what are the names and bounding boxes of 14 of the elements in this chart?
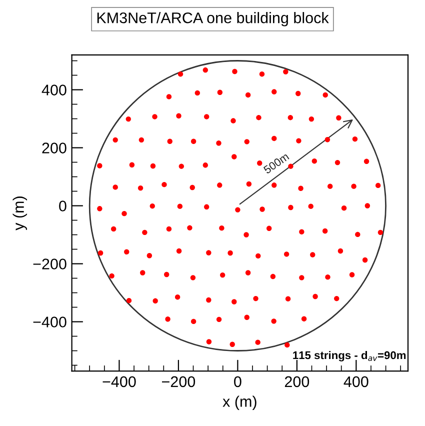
y-tick-label: 400 xyxy=(42,84,66,96)
x-tick-label: 400 xyxy=(344,376,368,388)
annotation: 115 strings - d$_{av}$=90m xyxy=(293,351,406,362)
y-tick-label: 0 xyxy=(59,200,66,212)
x-tick-label: 200 xyxy=(284,376,310,388)
chart-title: KM3NeT/ARCA one building block xyxy=(97,12,329,26)
x-axis-title: x (m) xyxy=(222,396,256,410)
y-tick-label: −400 xyxy=(33,316,66,328)
y-axis-title: y (m) xyxy=(12,196,27,230)
y-tick-label: −200 xyxy=(33,258,66,270)
x-tick-label: −200 xyxy=(162,376,196,388)
x-tick-label: 0 xyxy=(234,376,242,388)
x-tick-label: −400 xyxy=(102,376,136,388)
y-tick-label: 200 xyxy=(42,142,66,154)
